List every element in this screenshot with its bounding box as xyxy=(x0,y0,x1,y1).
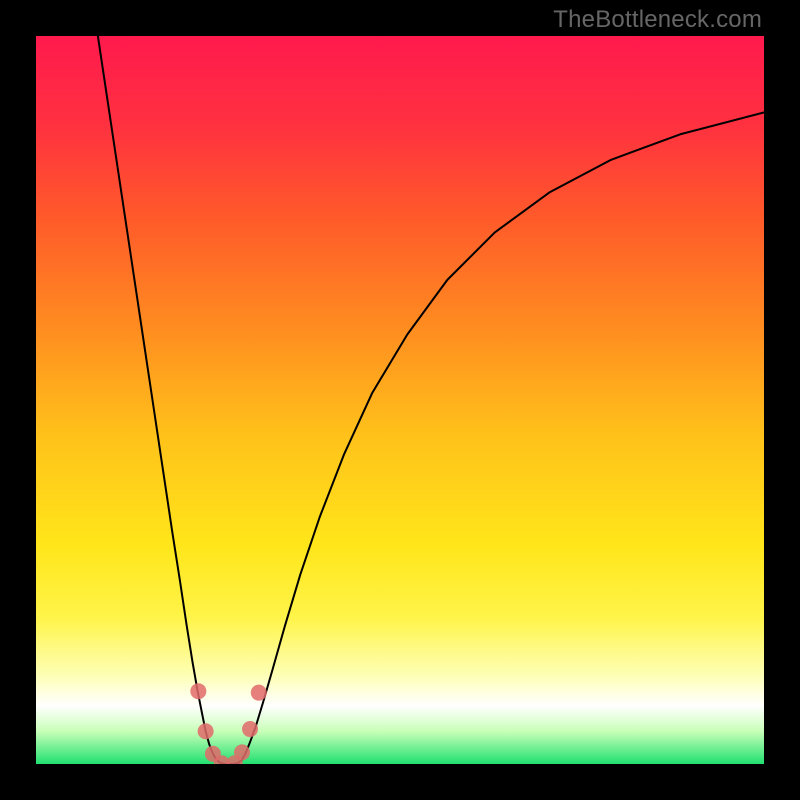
marker-dot xyxy=(234,744,250,760)
marker-dot xyxy=(242,721,258,737)
curve-layer xyxy=(36,36,764,764)
marker-dot xyxy=(251,685,267,701)
watermark-text: TheBottleneck.com xyxy=(553,6,762,34)
chart-frame: TheBottleneck.com xyxy=(0,0,800,800)
marker-dot xyxy=(198,723,214,739)
marker-dot xyxy=(190,683,206,699)
marker-group xyxy=(190,683,266,764)
bottleneck-curve xyxy=(98,36,764,764)
plot-area xyxy=(36,36,764,764)
